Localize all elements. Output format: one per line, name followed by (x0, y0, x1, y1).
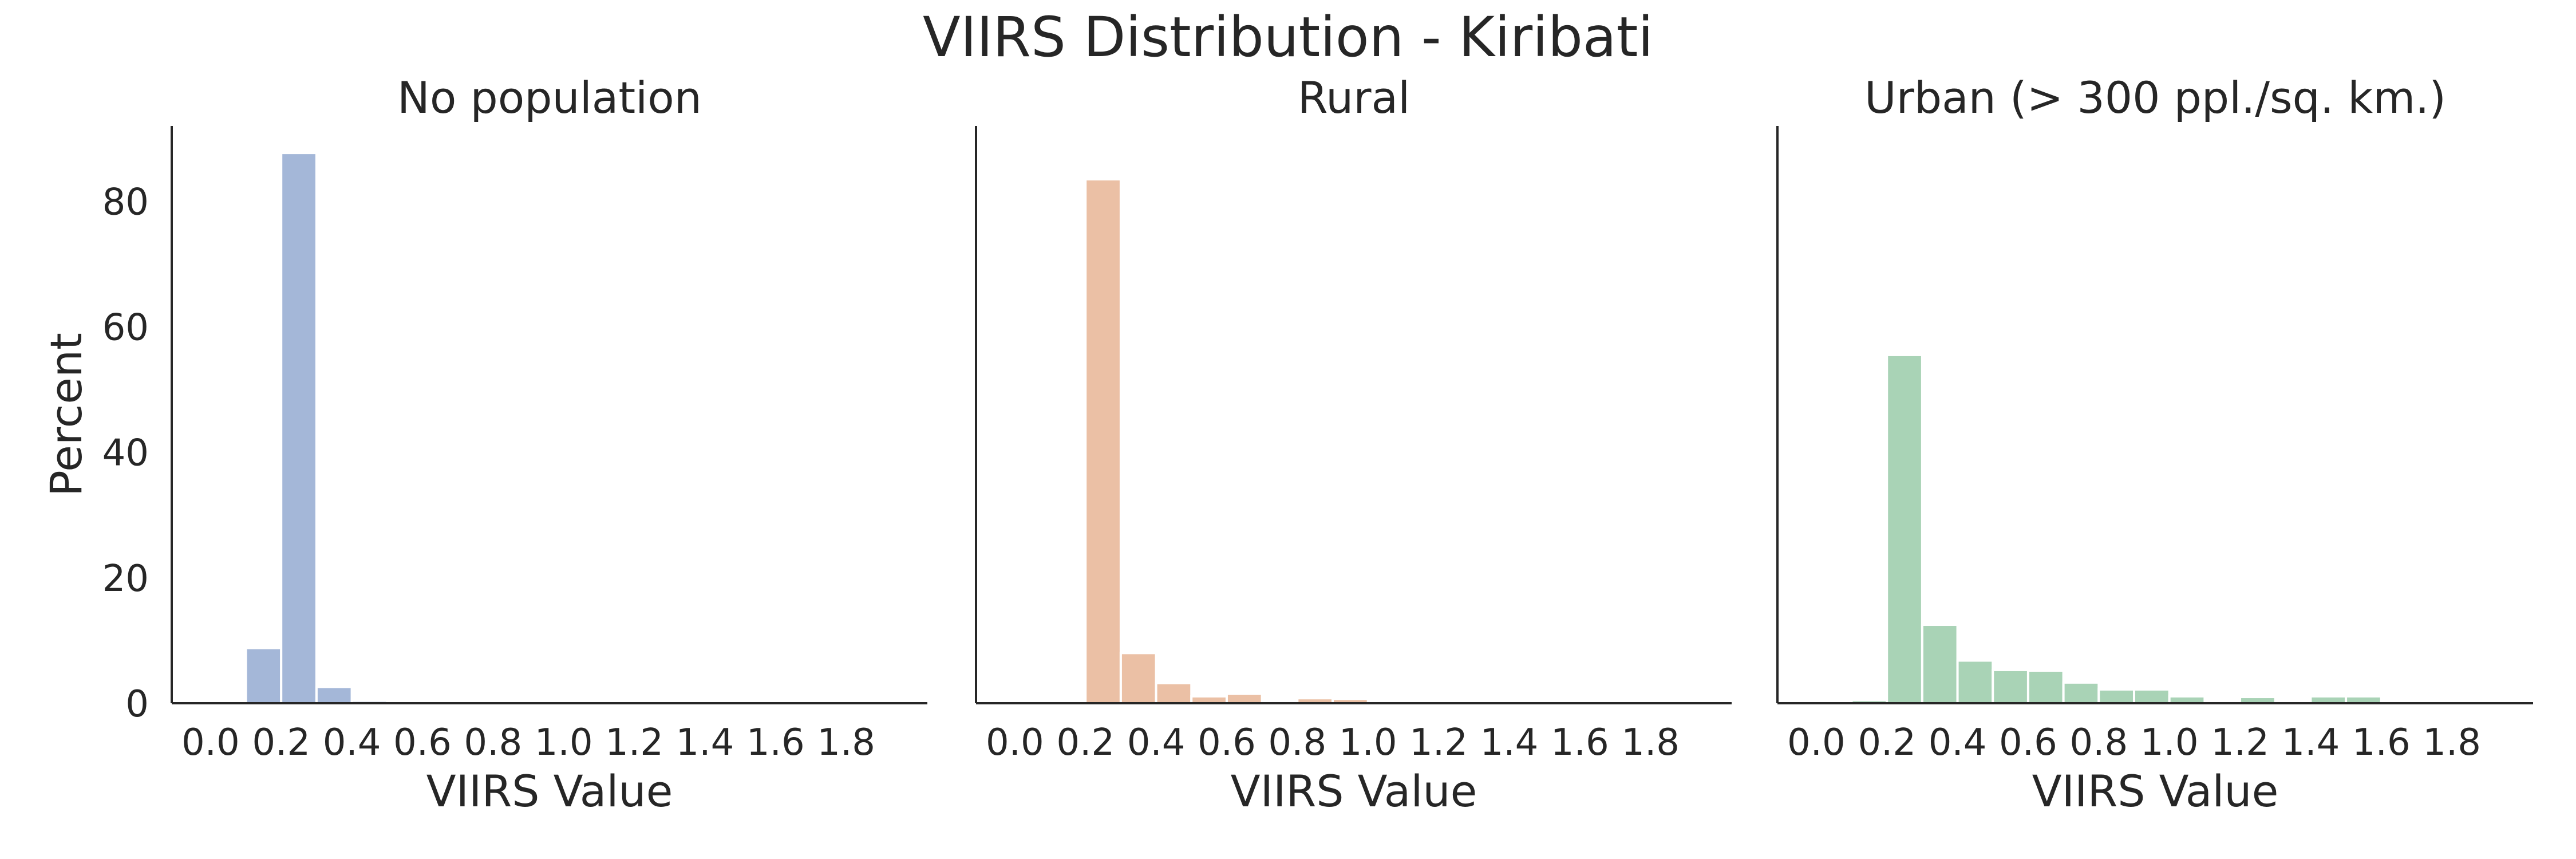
x-tick-label: 1.0 (2140, 722, 2199, 764)
y-tick-label: 80 (102, 181, 149, 223)
histogram-bar (280, 152, 318, 704)
histogram-bar (315, 685, 353, 705)
x-axis-label: VIIRS Value (426, 766, 673, 817)
histogram-bar (2062, 681, 2100, 705)
histogram-bar (244, 647, 283, 705)
x-tick-label: 1.0 (535, 722, 593, 764)
x-tick-label: 0.4 (1127, 722, 1186, 764)
x-tick-label: 1.8 (1621, 722, 1680, 764)
histogram-bar (1119, 652, 1157, 704)
y-tick-label: 60 (102, 307, 149, 349)
y-tick-label: 40 (102, 432, 149, 475)
x-tick-label: 0.2 (252, 722, 310, 764)
x-tick-label: 0.4 (1929, 722, 1987, 764)
y-tick-label: 20 (102, 558, 149, 600)
panel-title: Urban (> 300 ppl./sq. km.) (1864, 72, 2446, 123)
histogram-bar (1084, 178, 1122, 704)
y-axis-label: Percent (41, 333, 92, 497)
x-tick-label: 1.6 (746, 722, 805, 764)
histogram-bar (1886, 353, 1923, 704)
x-tick-label: 0.2 (1858, 722, 1916, 764)
histogram-bar (1225, 692, 1263, 704)
x-tick-label: 0.0 (1787, 722, 1846, 764)
x-tick-label: 1.6 (1551, 722, 1609, 764)
x-tick-label: 0.6 (1198, 722, 1256, 764)
x-tick-label: 1.0 (1339, 722, 1397, 764)
x-tick-label: 0.8 (464, 722, 522, 764)
x-tick-label: 1.8 (817, 722, 875, 764)
panel-title: Rural (1298, 72, 1411, 123)
histogram-bar (1956, 659, 1994, 704)
x-tick-label: 1.6 (2352, 722, 2411, 764)
x-tick-label: 0.8 (1268, 722, 1326, 764)
histogram-bar (2097, 688, 2135, 704)
histogram-bar (1155, 681, 1193, 704)
x-tick-label: 1.8 (2423, 722, 2481, 764)
x-tick-label: 0.0 (986, 722, 1044, 764)
x-tick-label: 0.6 (393, 722, 452, 764)
x-tick-label: 0.6 (1999, 722, 2057, 764)
x-tick-label: 1.2 (1409, 722, 1468, 764)
x-tick-label: 0.4 (323, 722, 381, 764)
y-tick-label: 0 (125, 683, 149, 726)
histogram-bar (1992, 668, 2029, 704)
x-tick-label: 1.4 (676, 722, 734, 764)
x-tick-label: 1.4 (2282, 722, 2340, 764)
x-tick-label: 1.4 (1480, 722, 1539, 764)
x-tick-label: 0.0 (181, 722, 240, 764)
x-axis-label: VIIRS Value (2032, 766, 2279, 817)
histogram-bar (1921, 624, 1959, 704)
x-tick-label: 0.2 (1056, 722, 1115, 764)
histogram-bar (2132, 688, 2171, 704)
x-tick-label: 0.8 (2069, 722, 2128, 764)
panel-title: No population (397, 72, 702, 123)
histogram-bar (2026, 669, 2065, 705)
x-axis-label: VIIRS Value (1231, 766, 1477, 817)
figure-title: VIIRS Distribution - Kiribati (922, 5, 1654, 69)
x-tick-label: 1.2 (605, 722, 663, 764)
x-tick-label: 1.2 (2211, 722, 2269, 764)
